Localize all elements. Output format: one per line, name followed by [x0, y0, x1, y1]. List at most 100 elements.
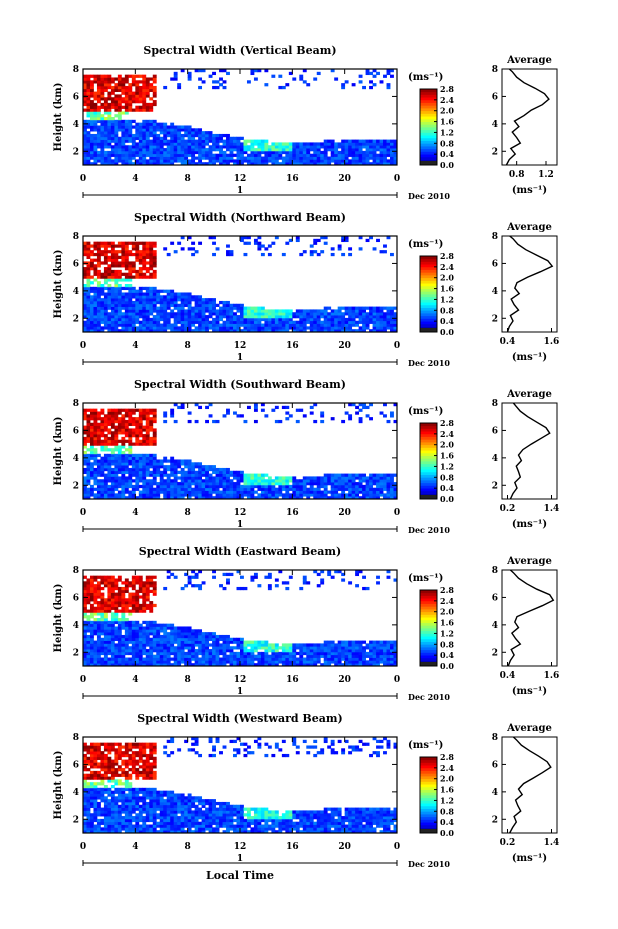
- y-tick-label: 6: [73, 92, 79, 102]
- heatmap-cell: [103, 453, 108, 458]
- heatmap-cell: [135, 643, 140, 647]
- heatmap-cell: [96, 434, 101, 438]
- heatmap-cell: [379, 148, 384, 152]
- heatmap-cell: [393, 419, 398, 424]
- heatmap-cell: [166, 637, 171, 641]
- heatmap-cell: [348, 417, 353, 421]
- heatmap-cell: [246, 139, 251, 143]
- heatmap-cell: [96, 482, 101, 486]
- heatmap-cell: [236, 145, 241, 149]
- heatmap-cell: [138, 306, 143, 310]
- heatmap-cell: [222, 482, 227, 486]
- heatmap-cell: [83, 80, 87, 84]
- heatmap-cell: [372, 493, 377, 497]
- heatmap-cell: [316, 320, 321, 324]
- heatmap-cell: [142, 663, 147, 667]
- heatmap-cell: [93, 125, 98, 129]
- heatmap-cell: [173, 651, 178, 656]
- heatmap-cell: [219, 490, 223, 494]
- heatmap-cell: [83, 148, 87, 152]
- heatmap-cell: [135, 598, 140, 602]
- colorbar-unit: (ms⁻¹): [408, 406, 443, 417]
- heatmap-cell: [124, 439, 129, 443]
- heatmap-cell: [149, 428, 154, 432]
- heatmap-cell: [302, 309, 307, 313]
- heatmap-cell: [194, 306, 199, 310]
- heatmap-cell: [369, 71, 373, 76]
- heatmap-cell: [170, 326, 175, 330]
- heatmap-cell: [107, 484, 112, 489]
- heatmap-cell: [86, 453, 91, 458]
- heatmap-cell: [117, 651, 122, 656]
- heatmap-cell: [163, 479, 168, 483]
- heatmap-cell: [100, 422, 105, 426]
- heatmap-cell: [138, 309, 143, 313]
- heatmap-cell: [226, 490, 230, 494]
- heatmap-cell: [316, 315, 321, 319]
- heatmap-cell: [257, 244, 262, 248]
- heatmap-cell: [159, 473, 164, 477]
- heatmap-cell: [348, 414, 353, 418]
- heatmap-cell: [163, 411, 168, 415]
- heatmap-cell: [145, 275, 150, 279]
- heatmap-cell: [344, 493, 349, 497]
- heatmap-cell: [351, 306, 356, 310]
- heatmap-cell: [170, 77, 175, 81]
- heatmap-cell: [128, 629, 133, 633]
- colorbar-segment: [420, 488, 437, 492]
- heatmap-cell: [166, 128, 171, 132]
- heatmap-cell: [93, 660, 98, 664]
- profile-x-tick-label: 0.8: [509, 170, 525, 180]
- heatmap-cell: [117, 148, 122, 152]
- heatmap-cell: [177, 145, 182, 149]
- heatmap-cell: [159, 487, 164, 491]
- heatmap-cell: [233, 470, 237, 474]
- heatmap-cell: [166, 657, 171, 661]
- heatmap-cell: [114, 323, 119, 327]
- heatmap-cell: [369, 153, 373, 157]
- heatmap-cell: [96, 77, 101, 81]
- heatmap-cell: [131, 657, 136, 661]
- heatmap-cell: [114, 448, 119, 452]
- heatmap-cell: [107, 298, 112, 302]
- heatmap-cell: [114, 142, 119, 146]
- heatmap-cell: [341, 323, 346, 327]
- heatmap-cell: [128, 439, 133, 443]
- heatmap-cell: [198, 131, 203, 135]
- heatmap-cell: [292, 142, 297, 146]
- heatmap-cell: [86, 598, 91, 602]
- heatmap-cell: [201, 131, 206, 135]
- heatmap-cell: [358, 317, 363, 322]
- heatmap-cell: [121, 490, 126, 494]
- heatmap-cell: [117, 456, 122, 460]
- heatmap-cell: [166, 148, 171, 152]
- heatmap-cell: [110, 80, 115, 84]
- heatmap-cell: [142, 292, 147, 296]
- heatmap-cell: [358, 153, 363, 157]
- heatmap-cell: [86, 102, 91, 107]
- heatmap-cell: [376, 320, 380, 324]
- heatmap-cell: [152, 289, 157, 293]
- heatmap-cell: [110, 122, 115, 126]
- heatmap-cell: [173, 496, 178, 500]
- heatmap-cell: [177, 476, 182, 480]
- heatmap-cell: [201, 136, 206, 140]
- heatmap-cell: [341, 419, 346, 424]
- heatmap-cell: [86, 150, 91, 155]
- heatmap-cell: [117, 156, 122, 160]
- heatmap-cell: [355, 496, 360, 500]
- heatmap-cell: [114, 300, 119, 305]
- heatmap-cell: [83, 414, 87, 418]
- heatmap-cell: [184, 159, 189, 163]
- heatmap-cell: [121, 320, 126, 324]
- heatmap-cell: [313, 77, 318, 81]
- heatmap-cell: [83, 244, 87, 248]
- heatmap-cell: [215, 663, 220, 667]
- profile-y-tick-label: 6: [492, 259, 498, 269]
- heatmap-cell: [198, 660, 203, 664]
- colorbar-tick-label: 2.4: [440, 95, 454, 105]
- heatmap-cell: [107, 117, 112, 121]
- heatmap-cell: [149, 133, 154, 138]
- heatmap-cell: [135, 439, 140, 443]
- heatmap-cell: [226, 329, 230, 333]
